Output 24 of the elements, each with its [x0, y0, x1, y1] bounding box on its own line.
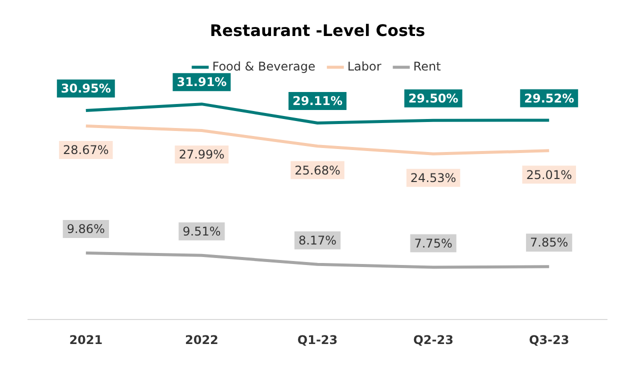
data-label: 7.85% [530, 236, 568, 250]
data-label: 29.50% [408, 91, 458, 106]
data-label: 25.01% [526, 168, 572, 182]
data-label: 8.17% [298, 234, 337, 248]
legend-label: Labor [347, 59, 382, 74]
data-label: 31.91% [176, 75, 227, 90]
data-label: 7.75% [414, 236, 452, 250]
legend-label: Food & Beverage [212, 59, 316, 74]
x-tick-label: Q2-23 [413, 332, 454, 347]
x-tick-label: 2022 [184, 332, 218, 347]
data-label: 27.99% [178, 148, 225, 162]
x-tick-label: Q1-23 [297, 332, 338, 347]
legend-label: Rent [413, 59, 442, 74]
chart-title: Restaurant -Level Costs [210, 20, 426, 40]
data-label: 25.68% [294, 163, 340, 178]
data-label: 29.11% [292, 94, 342, 108]
data-label: 29.52% [524, 91, 574, 106]
data-label: 28.67% [63, 143, 109, 158]
data-label: 24.53% [410, 171, 456, 186]
data-label: 9.51% [182, 224, 221, 238]
data-label: 30.95% [60, 82, 111, 96]
x-tick-label: 2021 [69, 332, 103, 347]
x-tick-label: Q3-23 [528, 332, 570, 347]
data-label: 9.86% [66, 222, 105, 236]
